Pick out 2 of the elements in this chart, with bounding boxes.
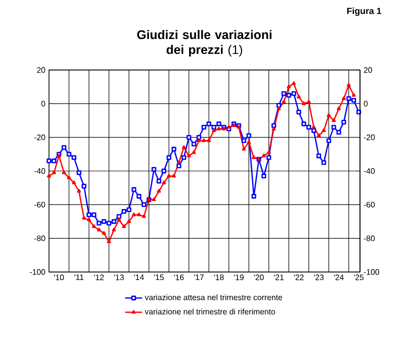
chart-title: Giudizi sulle variazioni dei prezzi (1) bbox=[137, 30, 272, 57]
text: Figura 1 bbox=[347, 8, 382, 16]
